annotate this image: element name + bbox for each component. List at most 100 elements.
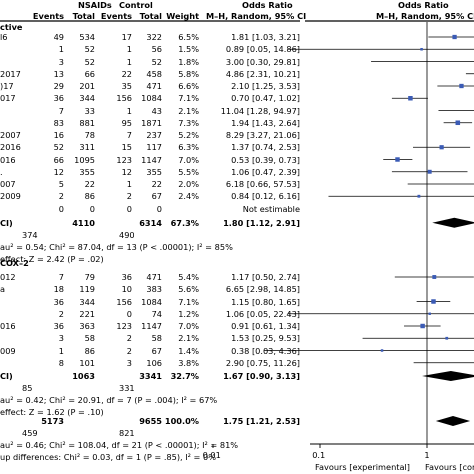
study-square [452,34,457,40]
group2-header: Control [119,0,153,10]
subgroup2-label: COX–2 [0,258,29,268]
events2-cell: 156 [116,296,132,307]
total-total2: 9655 [139,416,162,426]
subtotal2-diamond [422,371,474,381]
ci-cell: 0.38 [0.03, 4.36] [231,345,300,356]
events1-cell: 13 [53,68,64,79]
subtotal-events2: 331 [119,383,135,393]
study-square [408,96,413,101]
weight-cell: 5.2% [178,130,199,140]
total1-cell: 33 [84,105,95,116]
weight-cell: 7.0% [178,154,199,165]
study-square [428,312,431,315]
ci-cell: 3.00 [0.30, 29.81] [225,56,300,67]
events2-cell: 1 [126,105,132,116]
ci-cell: 1.17 [0.50, 2.74] [231,272,300,282]
ci-cell: 2.10 [1.25, 3.53] [231,81,300,91]
total1-cell: 86 [84,191,95,202]
weight-cell: 6.5% [178,32,199,42]
events1-cell: 2 [58,191,64,202]
ci-cell: Not estimable [242,203,300,214]
total2-cell: 52 [151,56,162,67]
total1-cell: 221 [79,308,95,319]
total2-cell: 22 [151,179,162,189]
group1-header: NSAIDs [78,0,112,10]
events2-cell: 17 [121,32,132,42]
ci-cell: 11.04 [1.28, 94.97] [220,105,300,116]
study-label: 007 [0,179,16,189]
total2-cell: 67 [151,191,162,202]
total2-cell: 471 [146,272,162,282]
overall-effect-text: effect: Z = 1.62 (P = .10) [0,407,104,417]
weight-cell: 5.6% [178,284,199,295]
subtotal-ci: 1.67 [0.90, 3.13] [223,371,300,381]
overall-effect-text: effect: Z = 2.42 (P = .02) [0,253,104,264]
total1-cell: 201 [79,81,95,91]
subtotal-events1: 374 [22,229,38,240]
total-ci: 1.75 [1.21, 2.53] [223,416,300,426]
events1-header: Events [32,11,64,21]
study-square [432,275,437,279]
total2-cell: 0 [156,203,162,214]
events2-cell: 2 [126,191,132,202]
total-weight: 100.0% [164,416,199,426]
x-tick-label: 0.01 [202,450,221,460]
total1-cell: 0 [89,203,95,214]
study-label: 2009 [0,191,21,202]
events1-cell: 36 [53,296,64,307]
events1-cell: 7 [58,272,64,282]
subtotal-weight: 32.7% [170,371,199,381]
total-total1: 5173 [41,416,64,426]
events1-cell: 83 [53,117,64,128]
total2-cell: 43 [151,105,162,116]
events1-cell: 52 [53,142,64,153]
ci-cell: 0.89 [0.05, 14.86] [225,44,300,55]
total2-cell: 74 [151,308,162,319]
total1-cell: 52 [84,56,95,67]
weight-cell: 7.3% [178,117,199,128]
events1-cell: 18 [53,284,64,295]
total2-cell: 471 [146,81,162,91]
events1-cell: 29 [53,81,64,91]
events1-cell: 0 [58,203,64,214]
events2-cell: 7 [126,130,132,140]
total1-cell: 355 [79,166,95,177]
subtotal-total2: 3341 [139,371,162,381]
total1-header: Total [72,11,95,21]
events1-cell: 66 [53,154,64,165]
weight-cell: 2.4% [178,191,199,202]
events2-cell: 2 [126,333,132,344]
total2-cell: 1147 [141,154,162,165]
ci-cell: 1.37 [0.74, 2.53] [231,142,300,153]
total1-cell: 66 [84,68,95,79]
total2-cell: 458 [146,68,162,79]
total1-cell: 86 [84,345,95,356]
total2-cell: 1084 [141,296,162,307]
study-square [395,157,400,162]
events1-cell: 7 [58,105,64,116]
odds-ratio-header: Odds Ratio [242,0,293,10]
subtotal-events2: 490 [119,229,135,240]
weight-cell: 5.4% [178,272,199,282]
events2-cell: 1 [126,44,132,55]
events2-cell: 36 [121,272,132,282]
total2-cell: 117 [146,142,162,153]
events2-cell: 0 [126,203,132,214]
events1-cell: 1 [58,44,64,55]
events2-header: Events [100,11,132,21]
study-square [445,336,449,340]
total1-cell: 534 [79,32,95,42]
total2-cell: 106 [146,357,162,368]
study-square [427,169,432,174]
total1-cell: 52 [84,44,95,55]
study-square [417,194,421,198]
events1-cell: 49 [53,32,64,42]
study-label: 2007 [0,130,21,140]
study-label: 016 [0,154,16,165]
events2-cell: 3 [126,357,132,368]
events1-cell: 1 [58,345,64,356]
heterogeneity-text: au² = 0.42; Chi² = 20.91, df = 7 (P = .0… [0,395,218,405]
weight-cell: 5.5% [178,166,199,177]
ci-cell: 0.84 [0.12, 6.16] [231,191,300,202]
events1-cell: 5 [58,179,64,189]
